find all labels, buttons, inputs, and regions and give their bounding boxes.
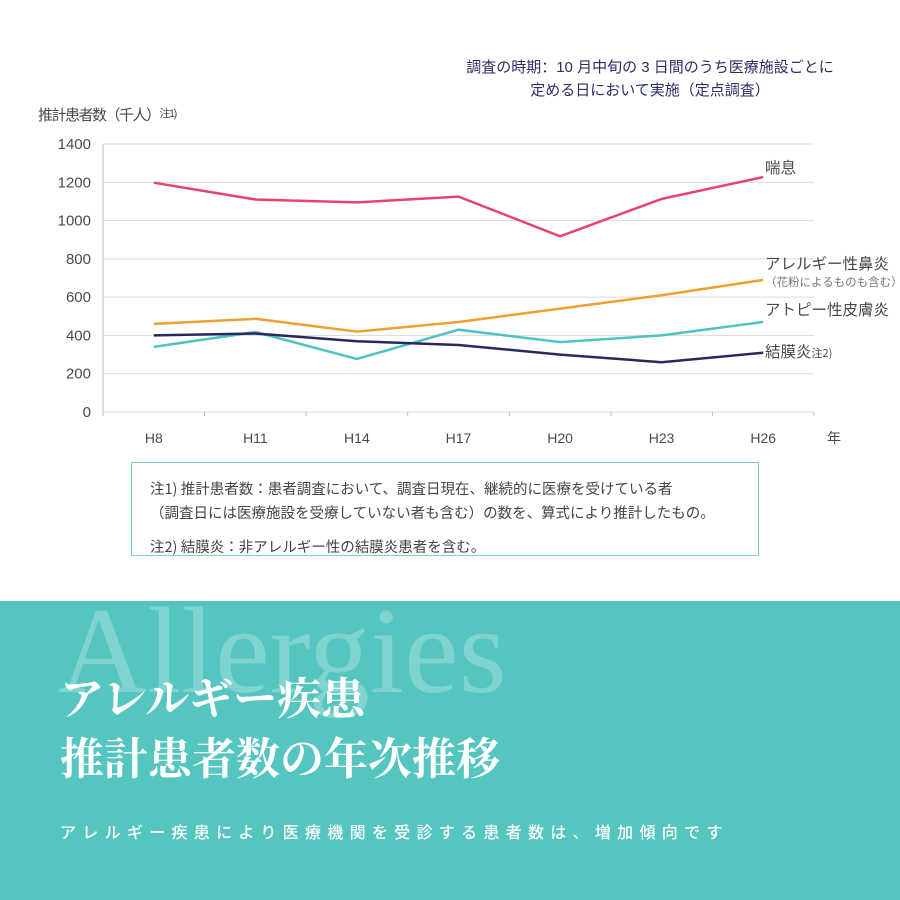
svg-text:0: 0 xyxy=(83,404,91,421)
svg-text:400: 400 xyxy=(66,327,91,344)
svg-text:200: 200 xyxy=(66,366,91,383)
svg-text:H11: H11 xyxy=(243,430,268,446)
svg-text:H8: H8 xyxy=(145,430,163,446)
svg-text:1200: 1200 xyxy=(58,174,91,191)
svg-text:1000: 1000 xyxy=(58,213,91,230)
svg-text:H17: H17 xyxy=(446,430,472,446)
svg-text:アトピー性皮膚炎: アトピー性皮膚炎 xyxy=(765,298,889,320)
svg-text:1400: 1400 xyxy=(58,136,91,153)
svg-text:年: 年 xyxy=(827,428,841,448)
svg-text:アレルギー性鼻炎: アレルギー性鼻炎 xyxy=(765,252,889,274)
svg-text:600: 600 xyxy=(66,289,91,306)
svg-text:（花粉によるものも含む）: （花粉によるものも含む） xyxy=(765,274,900,290)
svg-text:H20: H20 xyxy=(547,430,573,446)
svg-text:H26: H26 xyxy=(750,430,776,446)
svg-text:H14: H14 xyxy=(344,430,370,446)
svg-text:喘息: 喘息 xyxy=(765,156,797,178)
svg-text:800: 800 xyxy=(66,251,91,268)
svg-text:結膜炎注2): 結膜炎注2) xyxy=(765,340,832,362)
svg-text:H23: H23 xyxy=(649,430,675,446)
